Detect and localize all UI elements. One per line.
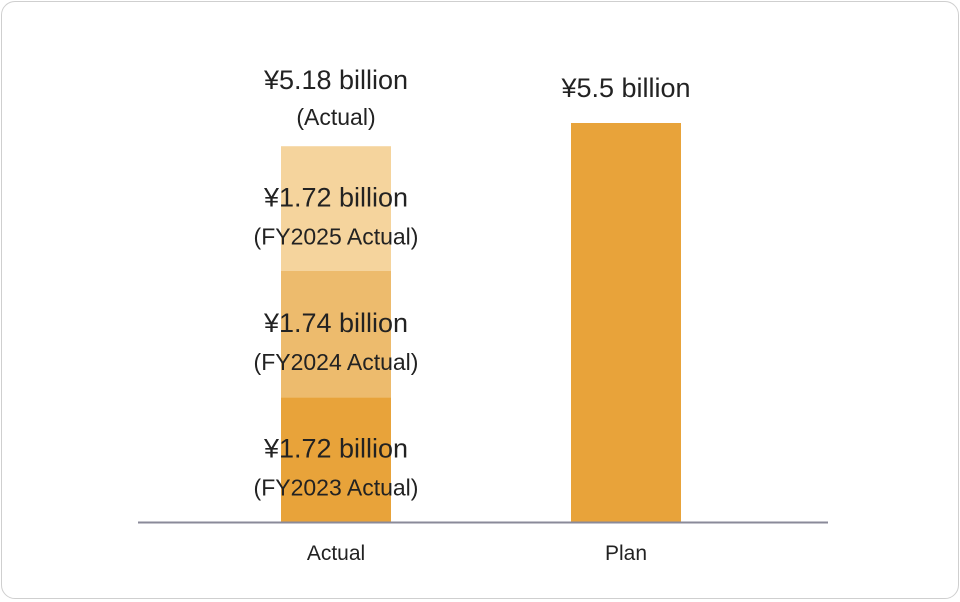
- segment-sub-label: (FY2023 Actual): [254, 475, 419, 501]
- segment-sub-label: (FY2024 Actual): [254, 349, 419, 375]
- segment-value-label: ¥1.72 billion: [263, 183, 408, 213]
- x-tick-label: Actual: [307, 542, 365, 565]
- bar-actual-segment-1: [281, 397, 391, 522]
- segment-value-label: ¥1.72 billion: [263, 434, 408, 464]
- total-value-label: ¥5.18 billion: [263, 65, 408, 95]
- bar-plan-segment-1: [571, 123, 681, 522]
- bar-actual-segment-2: [281, 270, 391, 398]
- x-tick-label: Plan: [605, 542, 647, 565]
- bar-actual-segment-3: [281, 146, 391, 271]
- bar-value-label: ¥5.5 billion: [560, 73, 690, 103]
- segment-value-label: ¥1.74 billion: [263, 308, 408, 338]
- total-sub-label: (Actual): [296, 104, 375, 130]
- segment-sub-label: (FY2025 Actual): [254, 224, 419, 250]
